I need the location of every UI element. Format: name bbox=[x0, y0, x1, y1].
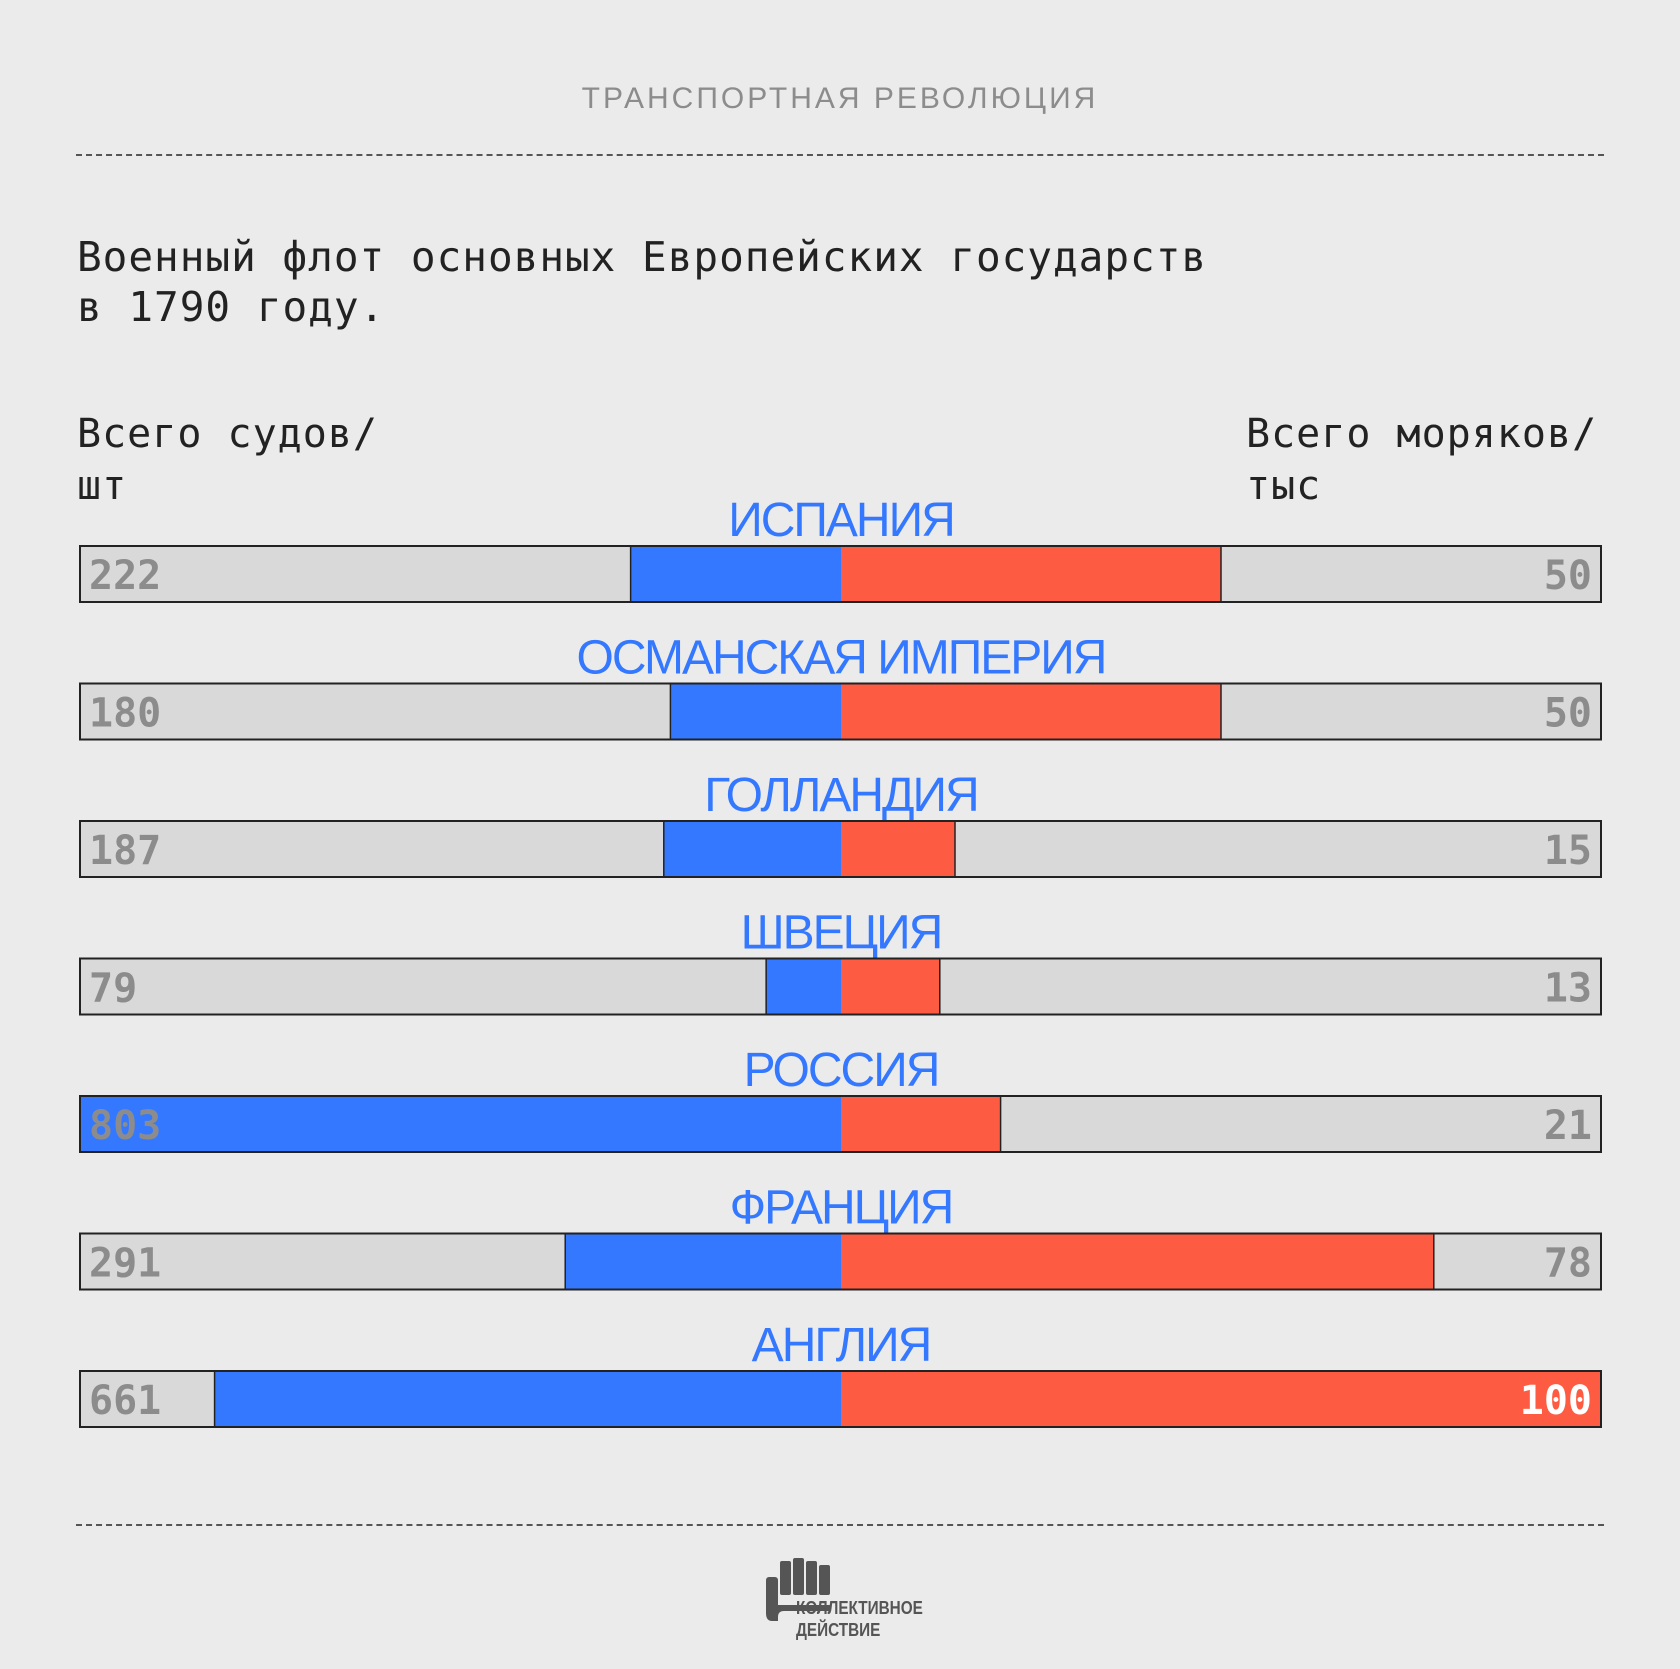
fist-logo-icon bbox=[766, 1558, 830, 1621]
country-label: АНГЛИЯ bbox=[752, 1319, 931, 1372]
bar-frame bbox=[79, 682, 1602, 741]
left-axis-label-line-1: Всего судов/ bbox=[77, 411, 378, 457]
sailors-bar bbox=[841, 683, 1221, 740]
sailors-value-label: 50 bbox=[1544, 691, 1592, 737]
ships-bar bbox=[766, 958, 841, 1015]
bar-frame bbox=[79, 820, 1602, 878]
logo-text-line-2: ДЕЙСТВИЕ bbox=[796, 1620, 881, 1640]
country-label: РОССИЯ bbox=[744, 1044, 939, 1097]
right-axis-label: Всего моряков/ тыс bbox=[1246, 408, 1597, 512]
sailors-bar bbox=[841, 958, 940, 1015]
bottom-divider bbox=[76, 1524, 1604, 1526]
ships-bar bbox=[670, 683, 841, 740]
ships-bar bbox=[565, 1233, 841, 1290]
bar-frame bbox=[79, 1232, 1602, 1291]
ships-bar bbox=[663, 821, 841, 877]
header-title: ТРАНСПОРТНАЯ РЕВОЛЮЦИЯ bbox=[581, 82, 1099, 115]
ships-value-label: 222 bbox=[89, 553, 161, 599]
ships-value-label: 187 bbox=[89, 828, 161, 874]
left-axis-label: Всего судов/ шт bbox=[77, 408, 378, 512]
sailors-bar bbox=[841, 1096, 1001, 1152]
sailors-value-label: 13 bbox=[1544, 966, 1592, 1012]
logo-text: КОЛЛЕКТИВНОЕ ДЕЙСТВИЕ bbox=[796, 1597, 923, 1641]
bar-frame bbox=[79, 545, 1602, 603]
chart-title-line-1: Военный флот основных Европейских госуда… bbox=[77, 233, 1208, 281]
country-label: ИСПАНИЯ bbox=[728, 494, 954, 547]
sailors-bar bbox=[841, 1371, 1601, 1427]
ships-bar bbox=[214, 1371, 841, 1427]
sailors-bar bbox=[841, 546, 1221, 602]
ships-value-label: 291 bbox=[89, 1241, 161, 1287]
sailors-value-label: 15 bbox=[1544, 828, 1592, 874]
country-label: ФРАНЦИЯ bbox=[730, 1182, 953, 1235]
left-axis-label-unit: шт bbox=[77, 463, 128, 509]
country-label: ГОЛЛАНДИЯ bbox=[704, 769, 977, 822]
chart-title-line-2: в 1790 году. bbox=[77, 283, 386, 331]
sailors-value-label: 78 bbox=[1544, 1241, 1592, 1287]
bar-frame bbox=[79, 957, 1602, 1016]
ships-value-label: 661 bbox=[89, 1378, 161, 1424]
ships-value-label: 79 bbox=[89, 966, 137, 1012]
ships-value-label: 803 bbox=[89, 1103, 161, 1149]
chart-title: Военный флот основных Европейских госуда… bbox=[77, 232, 1207, 332]
bar-frame bbox=[79, 1095, 1602, 1153]
sailors-bar bbox=[841, 1233, 1434, 1290]
ships-value-label: 180 bbox=[89, 691, 161, 737]
sailors-value-label: 100 bbox=[1520, 1378, 1592, 1424]
country-label: ОСМАНСКАЯ ИМПЕРИЯ bbox=[577, 632, 1106, 685]
ships-bar bbox=[80, 1096, 841, 1152]
right-axis-label-line-1: Всего моряков/ bbox=[1246, 411, 1598, 457]
sailors-value-label: 50 bbox=[1544, 553, 1592, 599]
top-divider bbox=[76, 154, 1604, 156]
logo-text-line-1: КОЛЛЕКТИВНОЕ bbox=[796, 1598, 923, 1618]
sailors-value-label: 21 bbox=[1544, 1103, 1592, 1149]
country-label: ШВЕЦИЯ bbox=[741, 907, 942, 960]
ships-bar bbox=[630, 546, 841, 602]
bar-frame bbox=[79, 1370, 1602, 1428]
right-axis-label-unit: тыс bbox=[1246, 463, 1322, 509]
sailors-bar bbox=[841, 821, 955, 877]
